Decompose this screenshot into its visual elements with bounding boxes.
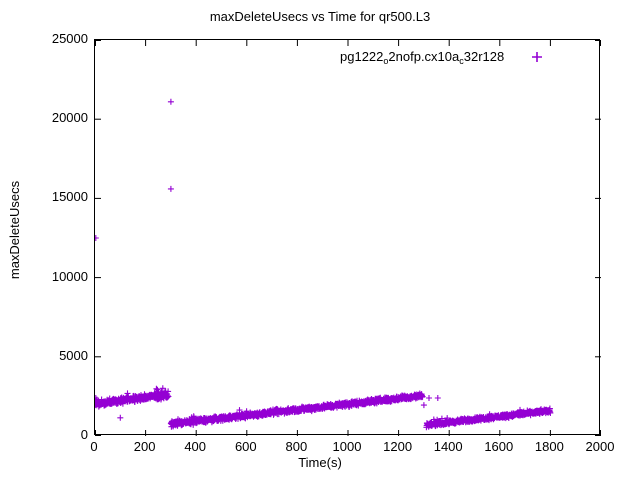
x-tick-label: 0 (90, 439, 98, 454)
y-tick-label: 25000 (51, 31, 88, 46)
y-tick-label: 15000 (51, 189, 88, 205)
y-tick-label: 5000 (59, 347, 88, 363)
plot-area (94, 39, 601, 436)
y-tick-label: 0 (80, 427, 88, 442)
y-tick-label: 20000 (51, 110, 88, 126)
y-tick-label: 10000 (51, 268, 88, 284)
legend-label-part: 2nofp.cx10a (388, 48, 460, 64)
data-points-layer (95, 40, 601, 436)
x-tick-label: 1000 (332, 439, 362, 454)
legend-marker-plus-icon (526, 49, 548, 65)
legend-label-part: pg1222 (340, 48, 384, 64)
x-tick-label: 1600 (484, 439, 514, 454)
scatter-series-path (95, 98, 554, 431)
x-tick-label: 600 (234, 439, 257, 454)
x-axis-tick-labels: 0 200 400 600 800 1000 1200 1400 1600 1800 2000 (90, 439, 614, 458)
x-tick-label: 2000 (585, 439, 615, 454)
y-axis-tick-labels: 0 5000 10000 15000 20000 25000 (0, 32, 88, 442)
x-tick-label: 800 (285, 439, 308, 454)
legend-label-part: 32r128 (463, 48, 505, 64)
x-tick-label: 1400 (433, 439, 463, 454)
axis-tick-marks (95, 40, 601, 436)
x-axis-label: Time(s) (298, 455, 342, 470)
legend-label-subscript: c (459, 55, 464, 66)
legend-label-subscript: o (383, 55, 389, 66)
scatter-markers (95, 98, 554, 431)
x-tick-label: 1200 (383, 439, 413, 454)
legend: pg1222o2nofp.cx10ac32r128 (340, 47, 548, 67)
x-tick-label: 200 (133, 439, 156, 454)
x-tick-label: 1800 (534, 439, 564, 454)
chart-title: maxDeleteUsecs vs Time for qr500.L3 (209, 9, 431, 24)
legend-entry-label: pg1222o2nofp.cx10ac32r128 (340, 49, 504, 66)
x-tick-label: 400 (184, 439, 207, 454)
